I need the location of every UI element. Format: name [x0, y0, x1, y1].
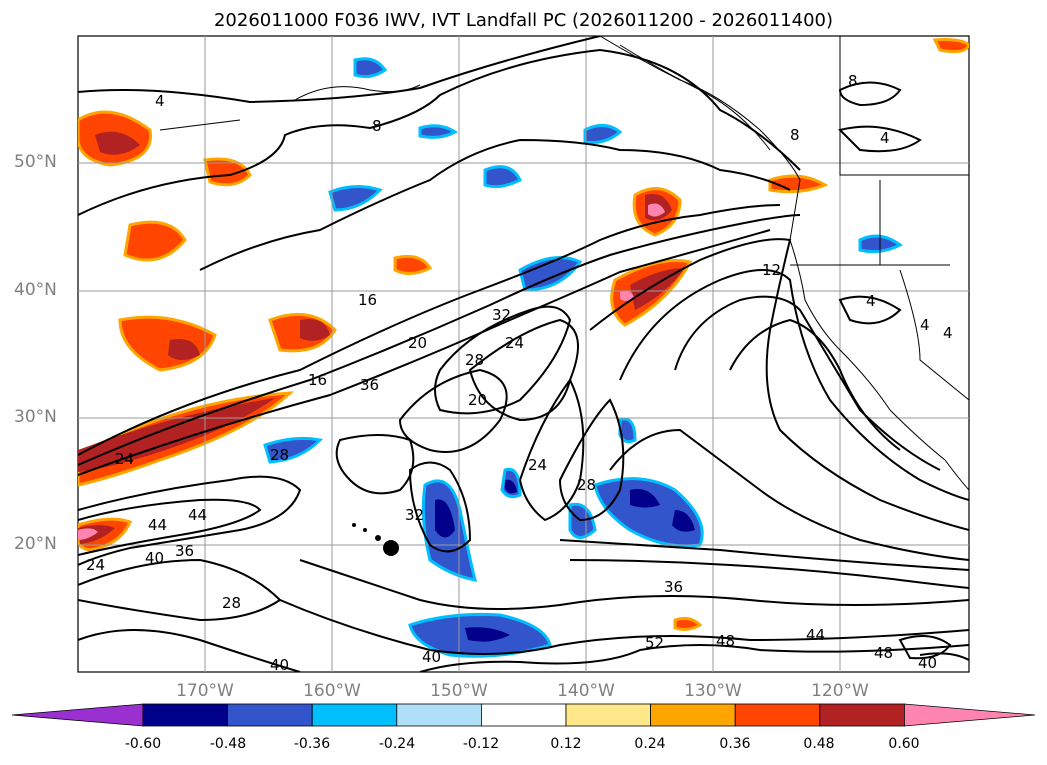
colorbar-segment — [142, 703, 228, 727]
contour-label: 8 — [372, 117, 382, 135]
contour-label: 4 — [880, 129, 890, 147]
contour-label: 36 — [360, 376, 379, 394]
map-title: 2026011000 F036 IWV, IVT Landfall PC (20… — [213, 10, 834, 31]
contour-label: 24 — [115, 450, 134, 468]
colorbar-extend-high — [904, 703, 1036, 727]
colorbar-tick-label: -0.36 — [293, 736, 331, 752]
colorbar — [11, 703, 1036, 727]
contour-label: 28 — [222, 594, 241, 612]
colorbar-segment — [396, 703, 482, 727]
colorbar-segment — [819, 703, 905, 727]
contour-label: 12 — [762, 261, 781, 279]
contour-label: 24 — [86, 556, 105, 574]
contour-label: 44 — [148, 516, 167, 534]
colorbar-segment — [227, 703, 313, 727]
hawaii-islands — [352, 523, 399, 556]
contour-label: 40 — [918, 654, 937, 672]
contour-label: 32 — [405, 506, 424, 524]
colorbar-segment — [480, 703, 567, 727]
colorbar-segment — [311, 703, 398, 727]
contour-label: 28 — [465, 351, 484, 369]
lat-label-20n: 20°N — [14, 534, 57, 554]
colorbar-tick-label: 0.36 — [719, 736, 751, 752]
contour-label: 32 — [492, 306, 511, 324]
lat-label-50n: 50°N — [14, 152, 57, 172]
contour-label: 40 — [145, 549, 164, 567]
strong-negative-fill — [435, 479, 695, 642]
contour-label: 24 — [528, 456, 547, 474]
contour-label: 8 — [848, 72, 858, 90]
lon-label-130w: 130°W — [684, 681, 742, 701]
lat-label-30n: 30°N — [14, 407, 57, 427]
contour-label: 4 — [866, 292, 876, 310]
contour-label: 36 — [175, 542, 194, 560]
contour-label: 48 — [874, 644, 893, 662]
strong-positive-fill — [78, 131, 685, 544]
lat-label-40n: 40°N — [14, 280, 57, 300]
contour-label: 48 — [716, 632, 735, 650]
lon-label-140w: 140°W — [557, 681, 615, 701]
contour-label: 16 — [358, 291, 377, 309]
contour-label: 36 — [664, 578, 683, 596]
contour-label: 20 — [468, 391, 487, 409]
contour-label: 8 — [790, 126, 800, 144]
contour-label: 20 — [408, 334, 427, 352]
colorbar-tick-label: -0.60 — [124, 736, 162, 752]
lon-label-170w: 170°W — [176, 681, 234, 701]
contour-label: 40 — [270, 656, 289, 674]
contour-label: 4 — [943, 324, 953, 342]
colorbar-extend-low — [11, 703, 144, 727]
colorbar-tick-label: 0.24 — [634, 736, 666, 752]
contour-label: 28 — [577, 476, 596, 494]
lon-label-150w: 150°W — [430, 681, 488, 701]
colorbar-segment — [650, 703, 736, 727]
contour-label: 52 — [645, 634, 664, 652]
contour-label: 24 — [505, 334, 524, 352]
contour-label: 4 — [155, 92, 165, 110]
peak-positive-fill — [78, 203, 665, 540]
contour-label: 40 — [422, 648, 441, 666]
colorbar-tick-label: 0.12 — [550, 736, 582, 752]
colorbar-tick-label: -0.12 — [462, 736, 500, 752]
contour-label: 44 — [806, 626, 825, 644]
colorbar-tick-label: 0.60 — [888, 736, 920, 752]
contour-label: 44 — [188, 506, 207, 524]
contour-label: 28 — [270, 446, 289, 464]
colorbar-segment — [565, 703, 651, 727]
contour-label: 16 — [308, 371, 327, 389]
colorbar-segment — [734, 703, 821, 727]
ivt-contours — [78, 36, 969, 672]
lon-label-160w: 160°W — [303, 681, 361, 701]
colorbar-tick-label: -0.48 — [209, 736, 247, 752]
contour-labels: 4 8 8 4 8 12 16 20 32 24 28 16 36 20 28 … — [86, 72, 953, 674]
map-frame — [77, 35, 970, 673]
contour-label: 4 — [920, 316, 930, 334]
colorbar-tick-label: -0.24 — [378, 736, 416, 752]
colorbar-tick-label: 0.48 — [803, 736, 835, 752]
lon-label-120w: 120°W — [811, 681, 869, 701]
